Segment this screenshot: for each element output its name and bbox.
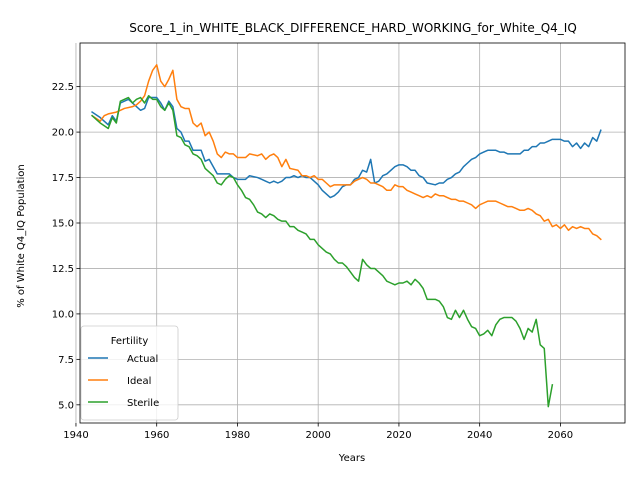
- x-tick-label: 2000: [305, 430, 330, 441]
- x-tick-label: 1980: [225, 430, 250, 441]
- legend-label-sterile: Sterile: [127, 398, 159, 409]
- y-tick-label: 15.0: [52, 219, 74, 230]
- y-tick-label: 20.0: [52, 128, 74, 139]
- legend: Fertility Actual Ideal Sterile: [80, 325, 179, 421]
- series-lines: [91, 64, 602, 408]
- x-tick-label: 1940: [63, 430, 88, 441]
- chart-title: Score_1_in_WHITE_BLACK_DIFFERENCE_HARD_W…: [129, 21, 577, 35]
- y-tick-label: 22.5: [52, 82, 74, 93]
- y-axis-label: % of White Q4_IQ Population: [16, 164, 27, 308]
- x-tick-label: 2060: [548, 430, 573, 441]
- legend-label-ideal: Ideal: [127, 376, 151, 387]
- y-tick-label: 17.5: [52, 173, 74, 184]
- y-tick-label: 5.0: [58, 400, 74, 411]
- x-tick-label: 2040: [467, 430, 492, 441]
- x-axis-label: Years: [338, 453, 365, 464]
- plot-frame: [79, 42, 626, 424]
- legend-frame: [80, 325, 179, 421]
- x-tick-label: 1960: [144, 430, 169, 441]
- axis-ticks: 1940 1960 1980 2000 2020 2040 2060 5.0 7.5 10.0 12…: [52, 82, 573, 441]
- series-line-actual: [91, 96, 602, 199]
- legend-label-actual: Actual: [127, 354, 158, 365]
- series-line-ideal: [91, 64, 602, 241]
- series-line-sterile: [91, 94, 554, 408]
- legend-title: Fertility: [111, 336, 149, 347]
- y-tick-label: 7.5: [58, 355, 74, 366]
- x-tick-label: 2020: [386, 430, 411, 441]
- y-tick-label: 10.0: [52, 309, 74, 320]
- y-tick-label: 12.5: [52, 264, 74, 275]
